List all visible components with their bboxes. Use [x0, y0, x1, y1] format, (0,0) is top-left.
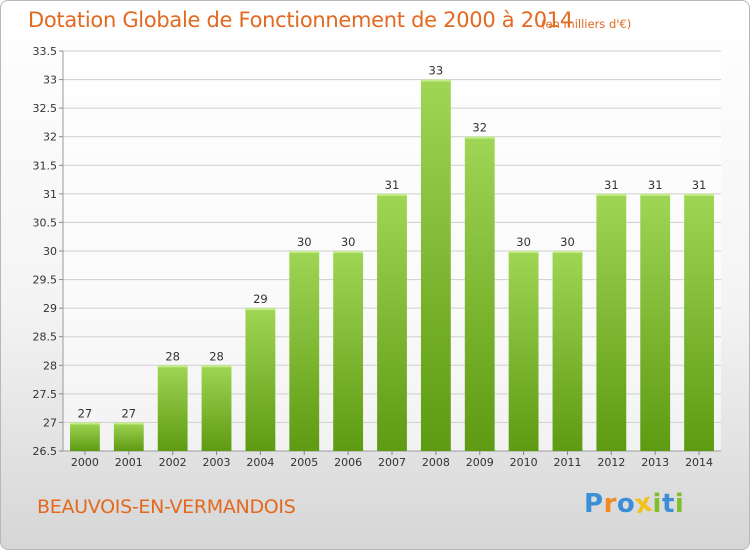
- x-tick-label: 2008: [422, 456, 450, 469]
- y-tick-label: 32.5: [33, 102, 58, 115]
- bar: [596, 193, 627, 451]
- y-tick-label: 26.5: [33, 445, 58, 458]
- data-label: 29: [253, 292, 268, 306]
- bar-highlight: [113, 422, 144, 425]
- y-tick-label: 27.5: [33, 388, 58, 401]
- x-tick-label: 2001: [115, 456, 143, 469]
- bar-highlight: [289, 251, 320, 253]
- data-label: 30: [341, 235, 356, 249]
- x-tick-label: 2002: [159, 456, 187, 469]
- logo-letter: r: [603, 489, 617, 519]
- y-tick-label: 28: [43, 359, 57, 372]
- logo-letter: i: [652, 489, 662, 519]
- data-label: 31: [385, 178, 400, 192]
- chart-unit: (en milliers d'€): [541, 17, 632, 31]
- bar: [420, 79, 451, 452]
- y-tick-label: 33.5: [33, 45, 58, 58]
- bar-highlight: [684, 193, 714, 196]
- x-tick-label: 2011: [553, 456, 581, 469]
- bar: [113, 422, 144, 451]
- data-label: 33: [429, 64, 444, 78]
- bar-highlight: [464, 136, 495, 139]
- x-tick-label: 2012: [597, 456, 625, 469]
- y-tick-label: 31: [43, 188, 57, 201]
- data-label: 28: [209, 349, 224, 363]
- bar: [464, 136, 495, 451]
- bar: [684, 193, 714, 451]
- bar-highlight: [70, 422, 100, 425]
- x-tick-label: 2014: [685, 456, 713, 469]
- bar-highlight: [640, 193, 671, 196]
- y-tick-label: 33: [43, 74, 57, 87]
- x-tick-label: 2010: [510, 456, 538, 469]
- bar: [377, 193, 407, 451]
- y-tick-label: 30.5: [33, 216, 58, 229]
- data-label: 30: [516, 235, 531, 249]
- logo-letter: i: [674, 489, 685, 519]
- y-tick-label: 28.5: [33, 331, 58, 344]
- logo-letter: t: [661, 489, 675, 519]
- bar: [289, 251, 320, 451]
- data-label: 28: [165, 349, 180, 363]
- bar: [245, 308, 276, 451]
- bar-highlight: [508, 251, 539, 253]
- bar-highlight: [157, 365, 188, 368]
- x-tick-label: 2013: [641, 456, 669, 469]
- bar-highlight: [552, 251, 583, 253]
- x-tick-label: 2006: [334, 456, 362, 469]
- x-tick-label: 2009: [466, 456, 494, 469]
- bar: [508, 251, 539, 451]
- x-tick-label: 2003: [203, 456, 231, 469]
- logo-letter: o: [616, 489, 636, 519]
- bar: [157, 365, 188, 451]
- bar-highlight: [201, 365, 232, 368]
- bar-highlight: [420, 79, 451, 82]
- proxiti-logo: Proxiti: [584, 488, 685, 521]
- y-tick-label: 29.5: [33, 274, 58, 287]
- bar: [552, 251, 583, 451]
- data-label: 31: [692, 178, 707, 192]
- x-tick-label: 2004: [246, 456, 274, 469]
- data-label: 31: [604, 178, 619, 192]
- x-tick-label: 2007: [378, 456, 406, 469]
- y-tick-label: 31.5: [33, 159, 58, 172]
- bar-highlight: [333, 251, 364, 253]
- y-tick-label: 30: [43, 245, 57, 258]
- chart-title: Dotation Globale de Fonctionnement de 20…: [28, 8, 573, 32]
- bar-highlight: [596, 193, 627, 196]
- data-label: 31: [648, 178, 663, 192]
- bar: [70, 422, 100, 451]
- commune-name: BEAUVOIS-EN-VERMANDOIS: [37, 496, 296, 518]
- y-tick-label: 32: [43, 131, 57, 144]
- data-label: 30: [560, 235, 575, 249]
- x-tick-label: 2000: [71, 456, 99, 469]
- bar-highlight: [245, 308, 276, 311]
- data-label: 27: [121, 406, 136, 420]
- bar: [640, 193, 671, 451]
- y-tick-label: 27: [43, 416, 57, 429]
- x-tick-label: 2005: [290, 456, 318, 469]
- logo-letter: P: [584, 489, 604, 519]
- data-label: 27: [78, 406, 93, 420]
- y-tick-label: 29: [43, 302, 57, 315]
- data-label: 32: [472, 121, 487, 135]
- bar-highlight: [377, 193, 407, 196]
- bar: [333, 251, 364, 451]
- data-label: 30: [297, 235, 312, 249]
- bar: [201, 365, 232, 451]
